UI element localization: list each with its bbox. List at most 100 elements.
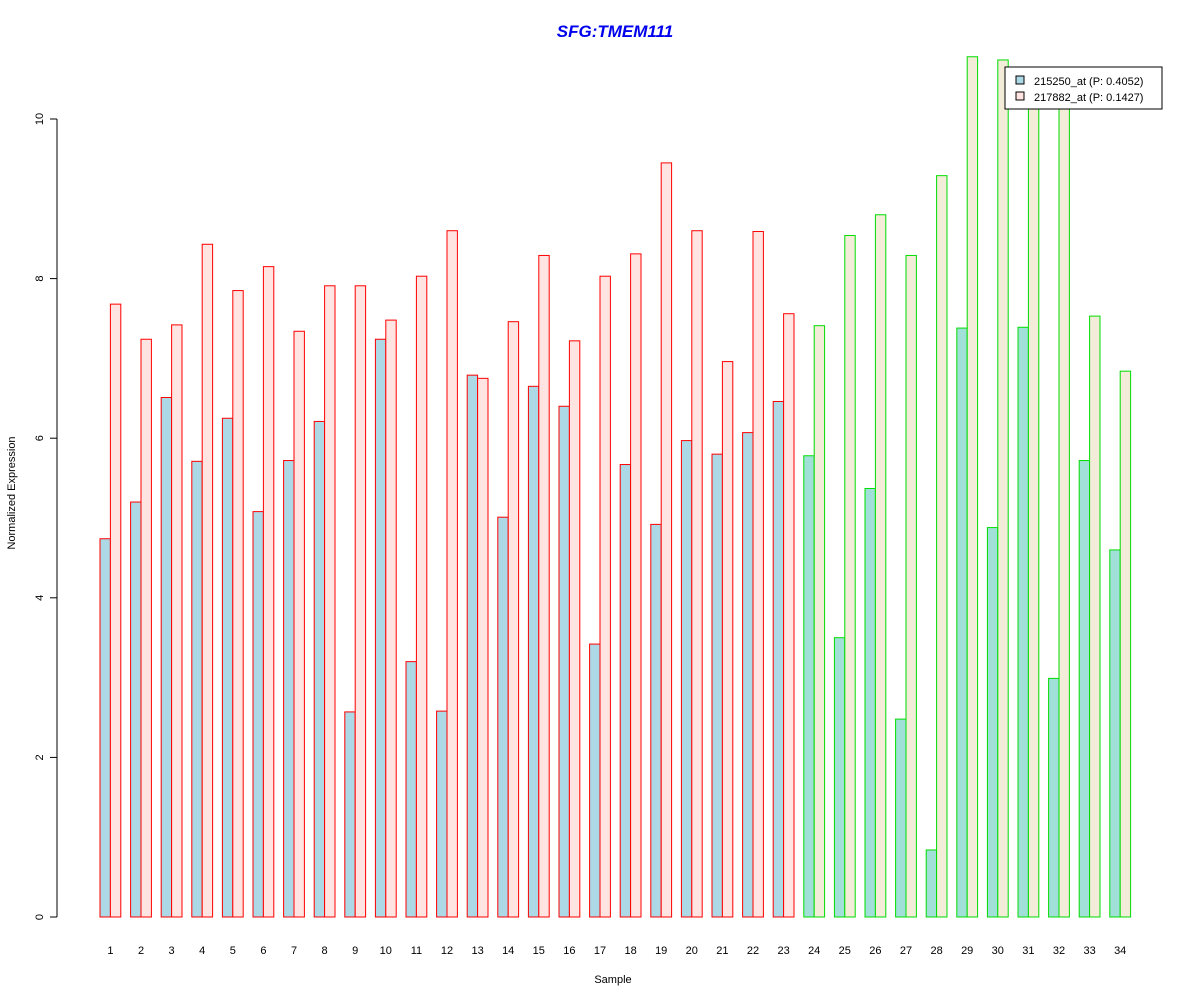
x-tick-label: 34 xyxy=(1114,945,1126,957)
x-tick-label: 1 xyxy=(107,945,113,957)
x-tick-label: 33 xyxy=(1083,945,1095,957)
x-tick-label: 15 xyxy=(533,945,545,957)
bar-series-2-sample-24 xyxy=(813,325,826,918)
bar-series-2-sample-2 xyxy=(140,338,152,918)
bar-series-2-sample-26 xyxy=(874,214,887,918)
y-tick-label: 6 xyxy=(34,435,46,441)
x-tick-label: 22 xyxy=(747,945,759,957)
bar-series-2-sample-18 xyxy=(630,253,642,918)
bar-series-1-sample-14 xyxy=(497,516,509,918)
bar-series-2-sample-17 xyxy=(599,275,611,918)
x-tick-label: 31 xyxy=(1022,945,1034,957)
y-tick-label: 2 xyxy=(34,754,46,760)
bar-series-2-sample-29 xyxy=(966,56,979,918)
bar-series-2-sample-14 xyxy=(507,321,520,918)
bar-series-1-sample-18 xyxy=(619,464,632,918)
bar-series-2-sample-6 xyxy=(262,266,275,918)
x-tick-label: 7 xyxy=(291,945,297,957)
bar-series-2-sample-30 xyxy=(997,59,1009,918)
bar-series-1-sample-23 xyxy=(772,400,785,918)
bar-series-1-sample-10 xyxy=(374,338,387,918)
legend-box xyxy=(1004,66,1163,110)
legend-swatch-series-2 xyxy=(1015,91,1025,101)
bar-series-1-sample-33 xyxy=(1078,460,1091,918)
bar-series-2-sample-23 xyxy=(783,313,795,918)
bar-series-2-sample-12 xyxy=(446,230,458,918)
x-tick-label: 25 xyxy=(839,945,851,957)
y-tick-label: 10 xyxy=(34,113,46,125)
x-tick-label: 16 xyxy=(563,945,575,957)
x-tick-label: 8 xyxy=(322,945,328,957)
x-tick-labels: 1 2 3 4 5 6 7 8 9 10 11 12 13 14 15 16 17 18 19 20 21 22 23 24 2… xyxy=(107,945,1126,957)
bar-series-2-sample-7 xyxy=(293,330,305,918)
x-tick-label: 30 xyxy=(992,945,1004,957)
x-tick-label: 23 xyxy=(777,945,789,957)
bar-series-1-sample-25 xyxy=(833,637,846,918)
x-tick-label: 29 xyxy=(961,945,973,957)
x-tick-label: 3 xyxy=(169,945,175,957)
x-tick-label: 14 xyxy=(502,945,514,957)
bar-series-1-sample-8 xyxy=(313,420,326,918)
bar-series-1-sample-22 xyxy=(742,432,754,918)
bar-series-2-sample-5 xyxy=(232,290,244,918)
bar-series-1-sample-2 xyxy=(130,501,142,918)
bar-series-2-sample-33 xyxy=(1089,315,1101,918)
bars-group xyxy=(99,56,1132,918)
bar-series-1-sample-7 xyxy=(283,460,295,918)
x-tick-label: 11 xyxy=(411,945,422,957)
y-tick-label: 0 xyxy=(34,914,46,920)
bar-series-1-sample-19 xyxy=(650,523,662,918)
x-tick-label: 32 xyxy=(1053,945,1065,957)
x-tick-label: 9 xyxy=(352,945,358,957)
x-tick-label: 17 xyxy=(594,945,606,957)
bar-series-1-sample-5 xyxy=(221,417,234,918)
x-tick-label: 24 xyxy=(808,945,820,957)
x-axis-label: Sample xyxy=(594,974,631,986)
bar-series-1-sample-1 xyxy=(99,538,111,918)
bar-series-1-sample-24 xyxy=(803,455,815,918)
y-axis: 0 2 4 6 8 10 xyxy=(34,113,58,920)
bar-series-1-sample-16 xyxy=(558,405,570,918)
bar-series-2-sample-8 xyxy=(324,285,336,918)
y-tick-label: 4 xyxy=(34,595,46,601)
x-tick-label: 20 xyxy=(686,945,698,957)
bar-series-2-sample-32 xyxy=(1058,102,1070,918)
bar-series-1-sample-21 xyxy=(711,453,723,918)
bar-series-2-sample-20 xyxy=(691,230,703,918)
bar-series-2-sample-13 xyxy=(477,377,489,918)
legend-label-series-2: 217882_at (P: 0.1427) xyxy=(1034,92,1143,104)
bar-series-2-sample-31 xyxy=(1027,102,1040,918)
legend-swatch-series-1 xyxy=(1015,75,1025,85)
bar-series-2-sample-25 xyxy=(844,235,856,918)
x-tick-label: 27 xyxy=(900,945,912,957)
bar-series-2-sample-15 xyxy=(538,254,550,918)
x-tick-label: 5 xyxy=(230,945,236,957)
bar-series-1-sample-13 xyxy=(466,374,479,918)
x-tick-label: 2 xyxy=(138,945,144,957)
bar-series-1-sample-17 xyxy=(589,643,601,918)
bar-series-1-sample-20 xyxy=(680,440,693,918)
bar-series-2-sample-1 xyxy=(109,303,122,918)
bar-series-2-sample-19 xyxy=(660,162,673,918)
chart-title: SFG:TMEM111 xyxy=(557,22,674,41)
bar-series-2-sample-10 xyxy=(385,319,397,918)
bar-series-1-sample-26 xyxy=(864,487,876,918)
legend-label-series-1: 215250_at (P: 0.4052) xyxy=(1034,76,1143,88)
bar-series-1-sample-28 xyxy=(925,849,938,918)
bar-series-1-sample-4 xyxy=(191,460,203,918)
x-tick-label: 4 xyxy=(199,945,205,957)
x-tick-label: 10 xyxy=(380,945,392,957)
bar-series-2-sample-9 xyxy=(354,285,367,918)
bar-series-2-sample-21 xyxy=(721,361,734,918)
bar-series-1-sample-32 xyxy=(1048,677,1060,918)
bar-series-2-sample-28 xyxy=(936,175,948,918)
bar-series-1-sample-15 xyxy=(527,385,540,918)
bar-series-1-sample-11 xyxy=(405,661,417,918)
x-tick-label: 6 xyxy=(260,945,266,957)
x-tick-label: 26 xyxy=(869,945,881,957)
x-tick-label: 28 xyxy=(930,945,942,957)
legend: 215250_at (P: 0.4052) 217882_at (P: 0.14… xyxy=(1004,66,1163,110)
bar-series-2-sample-4 xyxy=(201,243,214,918)
bar-series-2-sample-3 xyxy=(171,324,183,918)
bar-series-1-sample-27 xyxy=(895,718,907,918)
